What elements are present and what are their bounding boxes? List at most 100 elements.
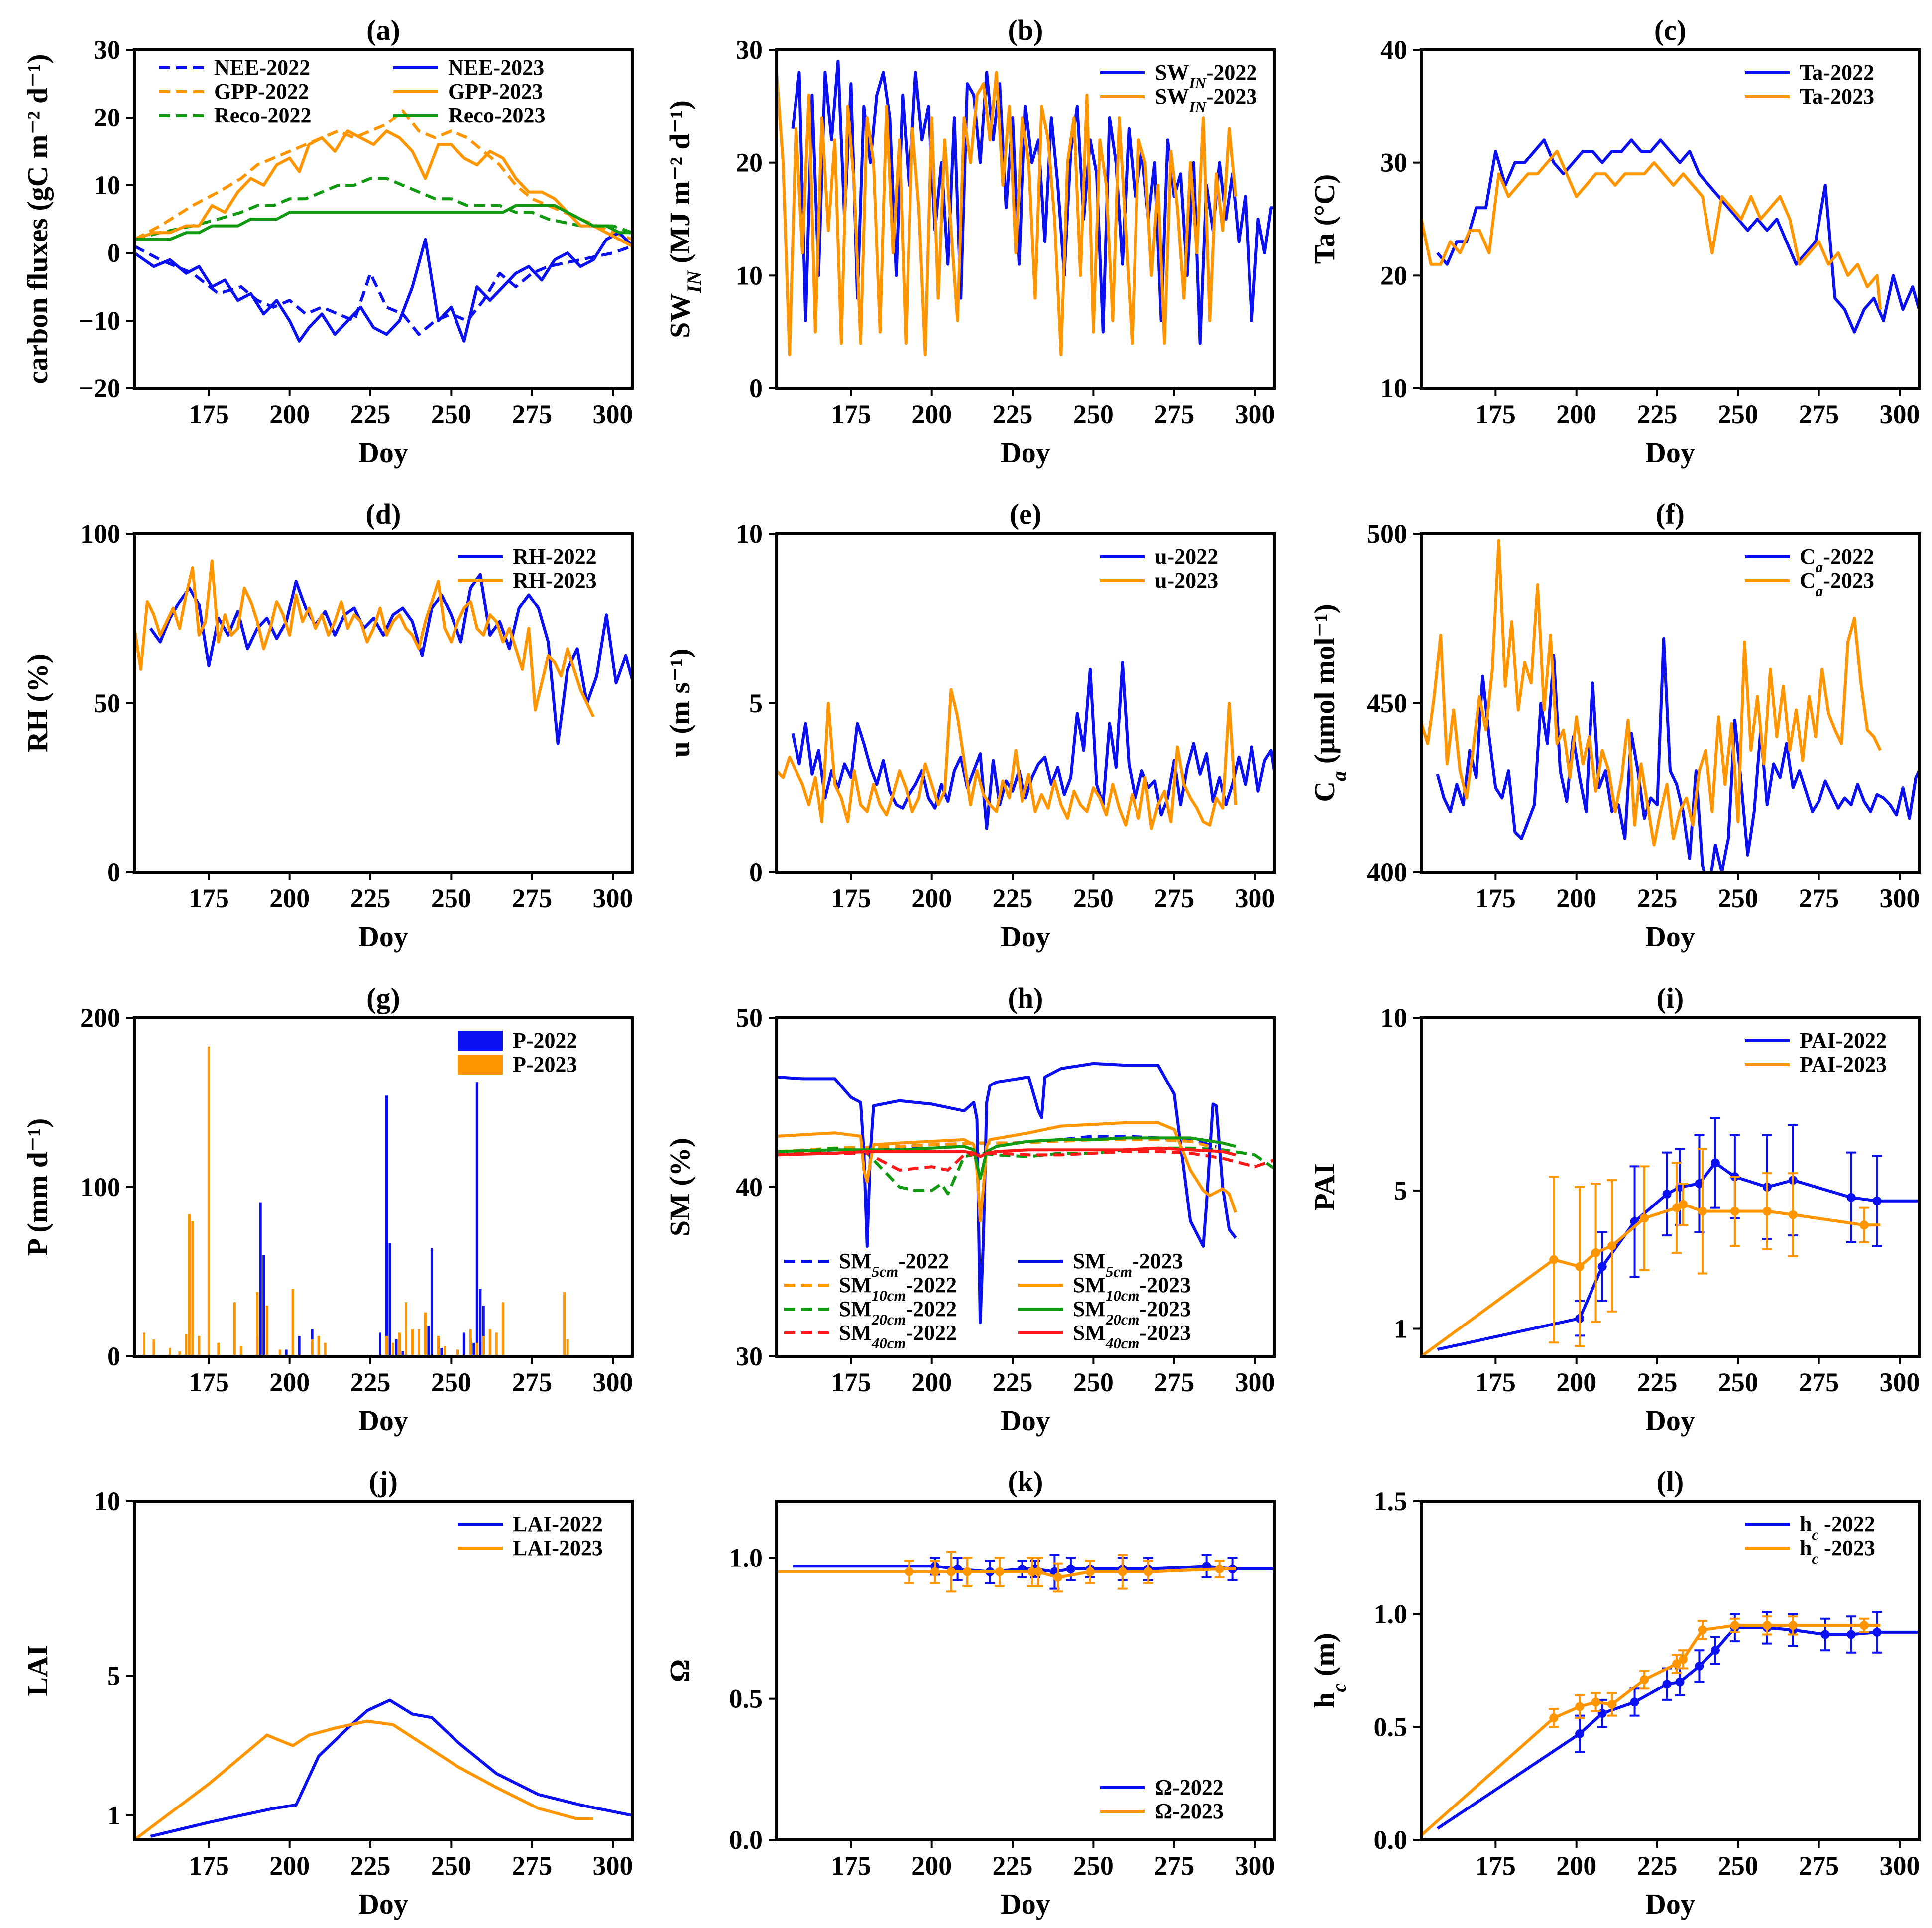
series-line [1436, 637, 1919, 872]
panel-title: (c) [1654, 14, 1686, 46]
y-tick-label: 10 [1380, 373, 1407, 403]
legend-label: PAI-2023 [1800, 1052, 1887, 1077]
x-tick-label: 300 [1880, 399, 1920, 429]
data-point [905, 1567, 914, 1576]
bar [411, 1329, 414, 1356]
x-tick-label: 175 [189, 883, 229, 913]
legend-label: NEE-2022 [214, 55, 310, 80]
x-tick-label: 300 [1235, 399, 1275, 429]
data-point [1730, 1621, 1739, 1630]
y-tick-label: 10 [1380, 1003, 1407, 1033]
x-tick-label: 275 [1799, 883, 1839, 913]
bar [427, 1326, 430, 1356]
y-tick-label: 0.5 [1374, 1712, 1408, 1742]
x-tick-label: 275 [1799, 1367, 1839, 1397]
x-axis-label: Doy [1001, 1888, 1050, 1920]
bar [385, 1336, 388, 1356]
x-tick-label: 300 [593, 399, 633, 429]
series-line [777, 1062, 1237, 1324]
legend-label: Ω-2023 [1155, 1799, 1224, 1823]
y-tick-label: 40 [1380, 35, 1407, 65]
x-tick-label: 275 [1154, 1367, 1194, 1397]
panel-c: 175 200 225 250 275 300 10 20 30 40 (c) Doy Ta (°C) T… [1308, 14, 1921, 469]
panel-title: (h) [1008, 982, 1043, 1014]
x-axis-label: Doy [1001, 1404, 1050, 1437]
series-line [134, 231, 632, 343]
data-point [1675, 1677, 1685, 1687]
y-tick-label: 1 [1394, 1314, 1407, 1343]
bar [198, 1336, 201, 1356]
plot-frame [1420, 1500, 1921, 1841]
y-tick-label: 100 [80, 1172, 120, 1202]
series-line [793, 1565, 1274, 1573]
bar [469, 1329, 472, 1356]
bar [430, 1248, 433, 1356]
series-line [777, 1136, 1236, 1180]
plot-frame [775, 1500, 1276, 1841]
y-tick-label: 0 [749, 373, 763, 403]
panel-title: (l) [1657, 1465, 1684, 1498]
x-tick-label: 225 [1637, 1851, 1678, 1881]
series-line [1436, 1626, 1919, 1830]
y-tick-label: 10 [94, 170, 120, 200]
y-axis-label: PAI [1308, 1163, 1341, 1211]
data-point [1053, 1573, 1062, 1582]
y-tick-label: 0 [107, 238, 120, 268]
bar [495, 1332, 498, 1356]
legend-label: P-2023 [513, 1052, 577, 1077]
x-tick-label: 300 [1880, 1851, 1920, 1881]
legend-label: GPP-2023 [448, 79, 543, 104]
y-tick-label: 30 [736, 35, 763, 65]
x-axis-label: Doy [358, 436, 408, 469]
panel-l: 175 200 225 250 275 300 0.0 0.5 1.0 1.5 (l) Doy hc (… [1308, 1465, 1921, 1920]
x-tick-label: 175 [1476, 883, 1516, 913]
legend-label: GPP-2022 [214, 79, 309, 104]
bar [188, 1214, 191, 1356]
panel-k: 175 200 225 250 275 300 0.0 0.5 1.0 (k) Doy Ω Ω-2022… [664, 1465, 1276, 1920]
panel-d: 175 200 225 250 275 300 0 50 100 (d) Doy RH (%) RH-2… [21, 498, 634, 953]
x-tick-label: 225 [350, 1851, 391, 1881]
x-tick-label: 225 [1637, 399, 1678, 429]
plot-frame [775, 48, 1276, 390]
y-axis-label: carbon fluxes (gC m⁻² d⁻¹) [21, 54, 54, 384]
data-point [930, 1567, 940, 1576]
x-tick-label: 200 [269, 1367, 310, 1397]
y-tick-label: 1.0 [1374, 1599, 1408, 1629]
series-line [134, 177, 632, 241]
y-tick-label: −20 [78, 373, 120, 403]
data-point [1607, 1700, 1617, 1709]
y-axis-label: P (mm d⁻¹) [21, 1118, 54, 1256]
bar [501, 1302, 504, 1356]
bar [285, 1349, 288, 1356]
legend-swatch [458, 1055, 503, 1075]
bar [456, 1349, 459, 1356]
panel-f: 175 200 225 250 275 300 400 450 500 (f) Doy Ca (μmo… [1308, 498, 1921, 953]
panel-i: 175 200 225 250 275 300 1 5 10 (i) Doy PAI PAI-2022P… [1308, 982, 1921, 1437]
bar [239, 1346, 242, 1356]
bar [401, 1351, 404, 1356]
bar [185, 1334, 188, 1356]
y-axis-label: u (m s⁻¹) [664, 649, 696, 758]
legend-label: RH-2023 [513, 568, 597, 593]
x-tick-label: 250 [1718, 1367, 1758, 1397]
bar [479, 1289, 482, 1356]
x-tick-label: 225 [350, 883, 391, 913]
y-tick-label: 40 [736, 1172, 763, 1202]
data-point [1640, 1213, 1649, 1223]
x-axis-label: Doy [1645, 1888, 1695, 1920]
y-tick-label: 10 [94, 1486, 120, 1516]
plot-area [777, 661, 1274, 830]
x-tick-label: 250 [1718, 399, 1758, 429]
legend-label: LAI-2022 [513, 1512, 603, 1536]
series-line [134, 559, 595, 718]
plot-area [777, 59, 1274, 356]
bar [259, 1202, 262, 1356]
x-tick-label: 200 [1556, 883, 1596, 913]
bar [152, 1339, 155, 1356]
legend-label: u-2023 [1155, 568, 1218, 593]
bar [443, 1346, 446, 1356]
plot-area [134, 109, 632, 343]
